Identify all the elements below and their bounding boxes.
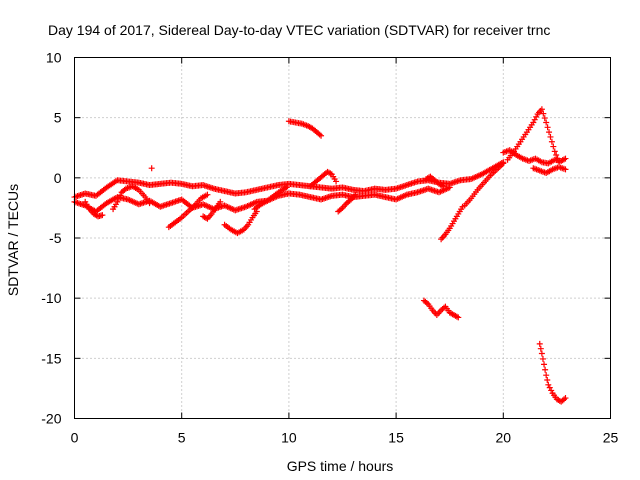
data-point-peak-20-22 — [547, 133, 554, 140]
data-point-peak-20-22 — [531, 116, 538, 123]
data-point-descent-21-23 — [541, 361, 548, 368]
data-point-band-21-23-lower — [562, 166, 569, 173]
data-point-arc-6-7 — [217, 198, 224, 205]
data-point-descent-21-23 — [543, 372, 550, 379]
data-point-peak-20-22 — [548, 138, 555, 145]
x-tick-label: 25 — [603, 430, 619, 446]
data-point-descent-21-23 — [536, 340, 543, 347]
plot-frame — [74, 57, 611, 419]
data-point-descent-21-23 — [562, 395, 569, 402]
x-tick-label: 5 — [178, 430, 186, 446]
x-tick-label: 10 — [281, 430, 297, 446]
data-point-descent-21-23 — [544, 376, 551, 383]
x-tick-label: 20 — [496, 430, 512, 446]
y-tick-label: 5 — [54, 110, 62, 126]
x-tick-label: 0 — [71, 430, 79, 446]
chart-title: Day 194 of 2017, Sidereal Day-to-day VTE… — [48, 22, 550, 38]
data-point-peak-20-22 — [546, 129, 553, 136]
y-tick-label: 10 — [46, 50, 62, 66]
data-point-peak-20-22 — [540, 110, 547, 117]
data-point-arc-11-13 — [333, 178, 340, 185]
data-point-arc-1-3 — [114, 198, 121, 205]
y-axis-label: SDTVAR / TECUs — [5, 184, 21, 296]
data-point-arc-12-13 — [352, 191, 359, 198]
data-point-descent-21-23 — [539, 355, 546, 362]
data-point-descent-21-23 — [542, 366, 549, 373]
y-tick-label: -10 — [41, 290, 61, 306]
data-point-descent-21-23 — [546, 384, 553, 391]
data-point-band-20-23 — [562, 155, 569, 162]
data-point-arc-8-10 — [283, 184, 290, 191]
data-point-peak-20-22 — [543, 119, 550, 126]
data-point-rise-18-20 — [500, 160, 507, 167]
data-point-high-arc-10-11 — [318, 132, 325, 139]
data-point-peak-20-22 — [553, 151, 560, 158]
data-point-arc-0-1 — [99, 212, 106, 219]
data-point-descent-21-23 — [538, 350, 545, 357]
data-point-arc-16-18 — [440, 183, 447, 190]
data-point-peak-20-22 — [551, 148, 558, 155]
data-point-cluster-16-18 — [455, 314, 462, 321]
data-point-arc-4-6 — [204, 191, 211, 198]
data-point-arc-1-3 — [115, 195, 122, 202]
data-point-arc-1-3 — [117, 192, 124, 199]
data-point-peak-20-22 — [533, 113, 540, 120]
y-tick-label: -20 — [41, 411, 61, 427]
data-point-peak-20-22 — [538, 106, 545, 113]
data-point-peak-20-22 — [544, 124, 551, 131]
y-tick-label: -15 — [41, 350, 61, 366]
data-point-peak-20-22 — [541, 115, 548, 122]
data-point-main-band-lower — [446, 184, 453, 191]
x-axis-label: GPS time / hours — [287, 458, 394, 474]
data-point-isolated-point — [148, 165, 155, 172]
data-point-descent-21-23 — [548, 387, 555, 394]
data-point-peak-20-22 — [550, 143, 557, 150]
x-tick-label: 15 — [388, 430, 404, 446]
data-point-descent-21-23 — [537, 345, 544, 352]
data-point-arc-1-3 — [146, 200, 153, 207]
data-point-descent-21-23 — [545, 381, 552, 388]
axis-ticks: 0 5 10 15 20 25 -20 -15 -10 -5 0 5 10 — [41, 50, 618, 446]
y-tick-label: 0 — [54, 170, 62, 186]
data-points — [71, 106, 569, 405]
grid-lines — [74, 57, 611, 419]
y-tick-label: -5 — [49, 230, 62, 246]
